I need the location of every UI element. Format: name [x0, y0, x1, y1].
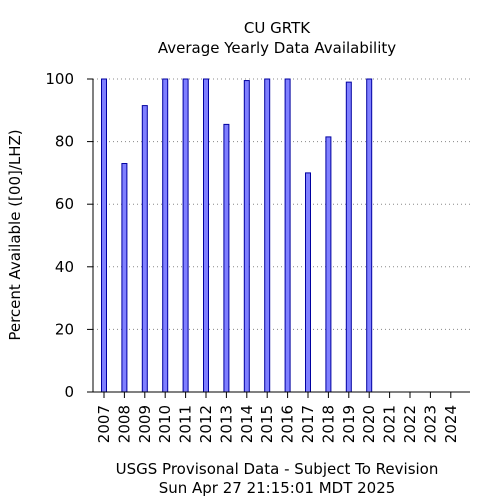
x-tick-label: 2016	[279, 405, 297, 443]
x-tick-label: 2012	[197, 405, 215, 443]
bar-2014	[243, 80, 250, 393]
y-axis-title: Percent Available ([00]/LHZ)	[6, 129, 24, 340]
x-tick-label: 2011	[177, 405, 195, 443]
x-tick-label: 2015	[258, 405, 276, 443]
grid-lines	[93, 78, 470, 330]
x-tick-label: 2014	[238, 405, 256, 443]
x-tick-label: 2019	[340, 405, 358, 443]
x-tick-label: 2008	[115, 405, 133, 443]
x-tick-label: 2024	[442, 405, 460, 443]
x-tick-label: 2007	[95, 405, 113, 443]
bar-2017	[305, 172, 311, 393]
x-tick-label: 2022	[401, 405, 419, 443]
bar-2011	[182, 78, 189, 393]
x-tick-label: 2013	[217, 405, 235, 443]
bars	[101, 78, 373, 393]
x-axis: 2007 2008 2009 2010 2011 2012 2013 2014 2015 2016…	[95, 392, 460, 443]
bar-2007	[101, 78, 107, 393]
bar-2019	[345, 81, 352, 393]
bar-2018	[325, 136, 332, 393]
x-tick-label: 2009	[136, 405, 154, 443]
x-tick-label: 2010	[156, 405, 174, 443]
x-tick-label: 2023	[421, 405, 439, 443]
y-tick-label: 20	[55, 320, 74, 338]
bar-2009	[141, 105, 148, 393]
bar-2013	[223, 123, 230, 393]
y-tick-label: 100	[45, 70, 74, 88]
y-tick-label: 60	[55, 195, 74, 213]
y-tick-label: 40	[55, 258, 74, 276]
y-axis: 0 20 40 60 80 100	[45, 70, 93, 401]
x-tick-label: 2020	[360, 405, 378, 443]
footer-disclaimer: USGS Provisonal Data - Subject To Revisi…	[116, 460, 439, 478]
bar-2020	[366, 78, 373, 393]
chart-subtitle: Average Yearly Data Availability	[158, 39, 396, 57]
bar-2010	[162, 78, 169, 393]
bar-2015	[264, 78, 271, 393]
x-tick-label: 2018	[319, 405, 337, 443]
bar-2016	[284, 78, 291, 393]
x-tick-label: 2021	[381, 405, 399, 443]
y-tick-label: 80	[55, 133, 74, 151]
footer-timestamp: Sun Apr 27 21:15:01 MDT 2025	[159, 479, 396, 497]
chart-title: CU GRTK	[244, 19, 311, 37]
x-tick-label: 2017	[299, 405, 317, 443]
bar-2012	[203, 78, 209, 393]
y-tick-label: 0	[64, 383, 74, 401]
bar-2008	[121, 163, 128, 393]
